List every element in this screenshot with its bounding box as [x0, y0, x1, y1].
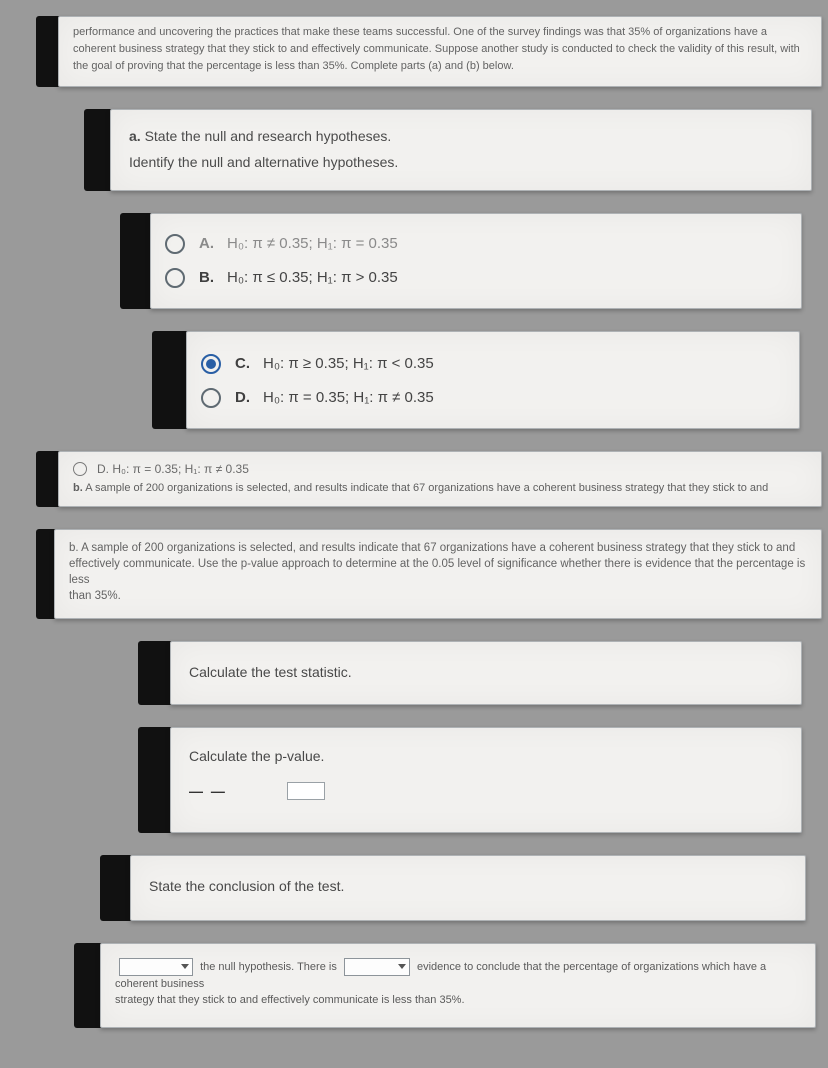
part-b-line-2: effectively communicate. Use the p-value…	[69, 556, 807, 588]
option-d-dup-text: D. H₀: π = 0.35; H₁: π ≠ 0.35	[97, 462, 249, 476]
intro-line-1: performance and uncovering the practices…	[73, 25, 807, 40]
state-conclusion-text: State the conclusion of the test.	[149, 878, 344, 894]
part-b-line-3: than 35%.	[69, 588, 807, 604]
radio-option-d-dup[interactable]	[73, 462, 87, 476]
radio-option-c[interactable]	[201, 354, 221, 374]
option-a-text: H₀: π ≠ 0.35; H₁: π = 0.35	[227, 235, 398, 252]
option-b-label: B.	[199, 269, 227, 286]
option-c-text: H₀: π ≥ 0.35; H₁: π < 0.35	[263, 355, 434, 372]
intro-line-2: coherent business strategy that they sti…	[73, 42, 807, 57]
part-b-snippet-text: A sample of 200 organizations is selecte…	[85, 482, 768, 494]
radio-option-d[interactable]	[201, 388, 221, 408]
calc-test-stat: Calculate the test statistic.	[170, 641, 802, 705]
partial-answer-dashes: — —	[189, 783, 227, 799]
option-d-label: D.	[235, 389, 263, 406]
options-cd: C. H₀: π ≥ 0.35; H₁: π < 0.35 D. H₀: π =…	[186, 331, 800, 429]
option-d-text: H₀: π = 0.35; H₁: π ≠ 0.35	[263, 389, 434, 406]
reject-dropdown[interactable]	[119, 958, 193, 976]
part-b-line-1: b. A sample of 200 organizations is sele…	[69, 540, 807, 556]
evidence-dropdown[interactable]	[344, 958, 410, 976]
calc-test-stat-text: Calculate the test statistic.	[189, 664, 352, 680]
option-c-label: C.	[235, 355, 263, 372]
part-b-snippet: D. H₀: π = 0.35; H₁: π ≠ 0.35 b. A sampl…	[58, 451, 822, 507]
p-value-input-box[interactable]	[287, 782, 325, 800]
part-a-prompt: a. State the null and research hypothese…	[110, 109, 812, 191]
radio-option-b[interactable]	[165, 268, 185, 288]
calc-p-value: Calculate the p-value. — —	[170, 727, 802, 833]
conclusion-fill: the null hypothesis. There is evidence t…	[100, 943, 816, 1028]
identify-text: Identify the null and alternative hypoth…	[129, 154, 793, 170]
calc-p-value-text: Calculate the p-value.	[189, 748, 324, 764]
conclusion-seg-1: the null hypothesis. There is	[200, 961, 337, 973]
intro-paragraph: performance and uncovering the practices…	[58, 16, 822, 87]
part-b-full: b. A sample of 200 organizations is sele…	[54, 529, 822, 619]
option-a-label: A.	[199, 235, 227, 252]
option-b-text: H₀: π ≤ 0.35; H₁: π > 0.35	[227, 269, 398, 286]
part-a-label: a.	[129, 128, 141, 144]
conclusion-seg-3: strategy that they stick to and effectiv…	[115, 994, 465, 1006]
options-ab: A. H₀: π ≠ 0.35; H₁: π = 0.35 B. H₀: π ≤…	[150, 213, 802, 309]
part-a-text: State the null and research hypotheses.	[145, 128, 392, 144]
state-conclusion: State the conclusion of the test.	[130, 855, 806, 921]
intro-line-3: the goal of proving that the percentage …	[73, 59, 807, 74]
part-b-label: b.	[73, 482, 83, 494]
radio-option-a[interactable]	[165, 234, 185, 254]
